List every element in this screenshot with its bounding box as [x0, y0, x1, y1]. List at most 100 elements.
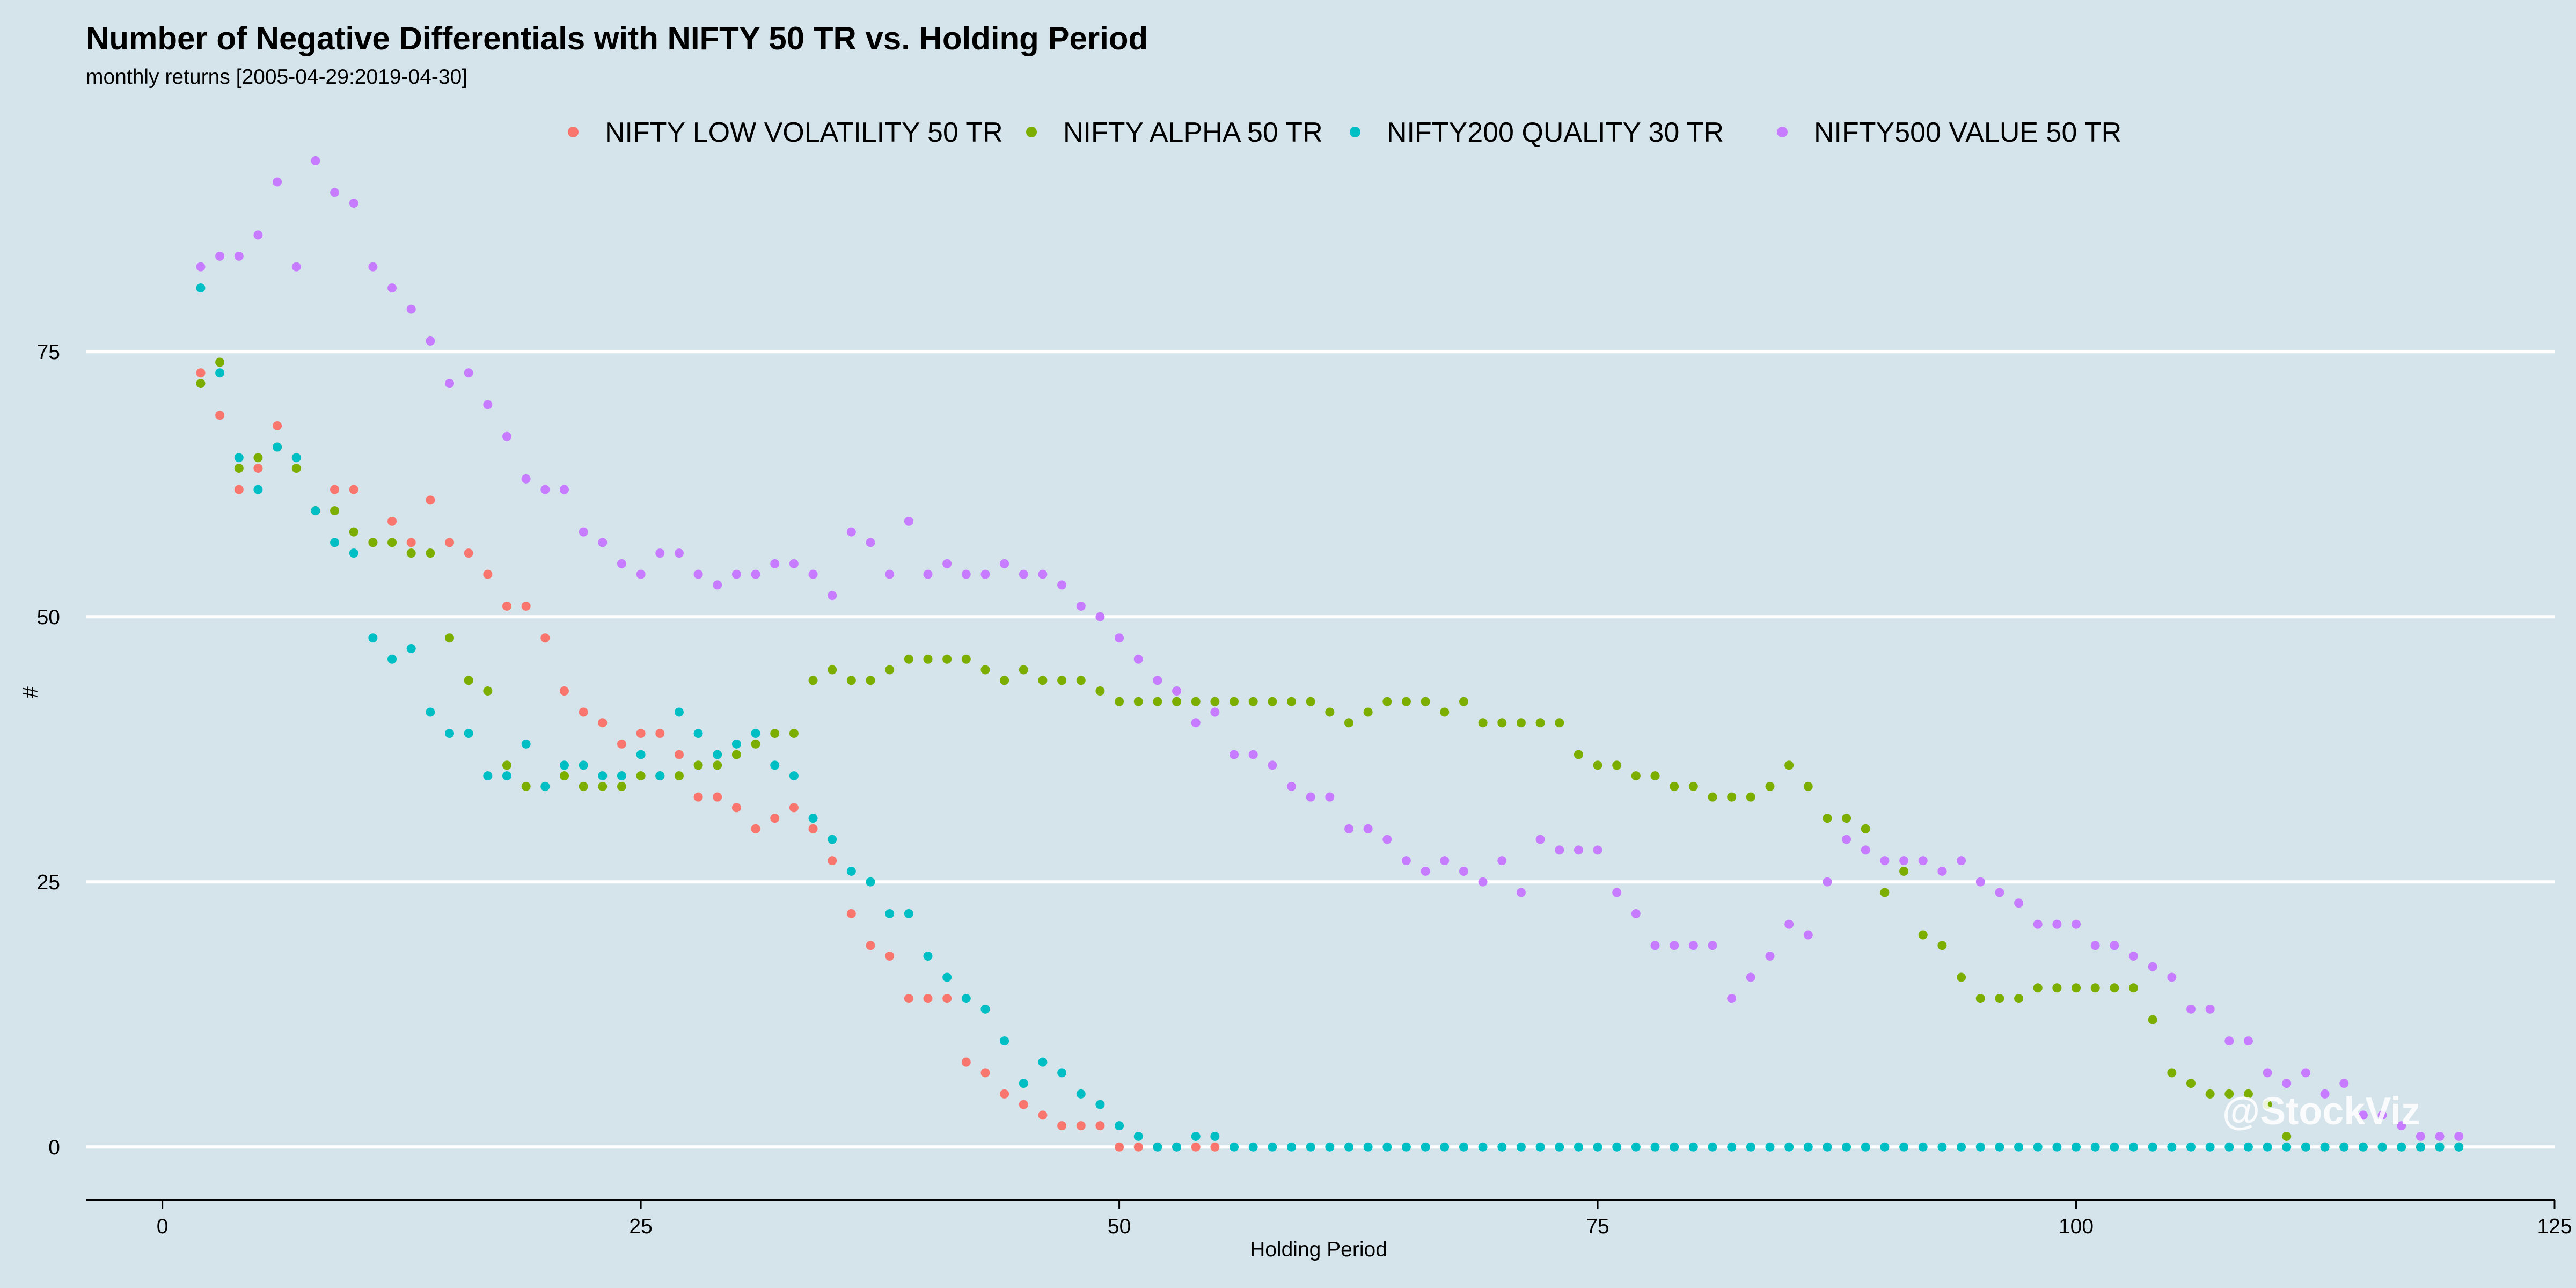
data-point [253, 464, 263, 473]
data-point [368, 633, 378, 643]
data-point [1842, 814, 1851, 823]
legend-marker-2 [1350, 127, 1360, 137]
data-points [196, 156, 2464, 1152]
data-point [808, 814, 818, 823]
data-point [1688, 1142, 1698, 1152]
data-point [2072, 919, 2081, 929]
data-point [1038, 569, 1048, 579]
data-point [1937, 1142, 1947, 1152]
data-point [1019, 569, 1028, 579]
data-point [2072, 983, 2081, 993]
y-axis-title: # [19, 686, 42, 698]
data-point [406, 538, 416, 547]
data-point [942, 994, 952, 1004]
data-point [617, 781, 626, 791]
data-point [713, 580, 722, 590]
data-point [1574, 750, 1583, 759]
data-point [1975, 994, 1985, 1004]
data-point [1918, 1142, 1928, 1152]
data-point [273, 177, 282, 187]
data-point [1019, 1079, 1028, 1088]
data-point [1172, 686, 1182, 696]
data-point [751, 569, 760, 579]
data-point [2186, 1004, 2196, 1014]
grid [86, 350, 2555, 1149]
data-point [1019, 1100, 1028, 1109]
data-point [1191, 718, 1201, 728]
data-point [770, 814, 780, 823]
legend: NIFTY LOW VOLATILITY 50 TR NIFTY ALPHA 50… [568, 117, 2121, 148]
data-point [2033, 1142, 2043, 1152]
data-point [387, 283, 397, 293]
data-point [2129, 952, 2139, 961]
data-point [2167, 972, 2177, 982]
data-point [1248, 1142, 1258, 1152]
data-point [828, 856, 837, 866]
data-point [904, 994, 913, 1004]
data-point [1765, 952, 1775, 961]
data-point [483, 686, 493, 696]
data-point [2148, 962, 2157, 971]
data-point [1038, 676, 1048, 685]
data-point [1574, 1142, 1583, 1152]
data-point [980, 1004, 990, 1014]
data-point [1861, 845, 1870, 855]
data-point [445, 729, 455, 738]
data-point [559, 771, 569, 781]
series-1 [196, 357, 2464, 1152]
data-point [751, 729, 760, 738]
data-point [1823, 1142, 1832, 1152]
data-point [311, 156, 320, 166]
x-tick-label-3: 75 [1586, 1215, 1609, 1238]
data-point [2282, 1131, 2292, 1141]
data-point [2263, 1068, 2272, 1078]
data-point [1478, 877, 1488, 887]
data-point [579, 781, 588, 791]
x-tick-label-4: 100 [2059, 1215, 2094, 1238]
data-point [2033, 983, 2043, 993]
data-point [1842, 835, 1851, 844]
data-point [961, 654, 971, 664]
data-point [904, 654, 913, 664]
chart-title: Number of Negative Differentials with NI… [86, 20, 1148, 56]
data-point [1000, 1036, 1009, 1046]
data-point [674, 771, 684, 781]
data-point [789, 729, 799, 738]
data-point [808, 569, 818, 579]
data-point [846, 909, 856, 918]
data-point [521, 781, 531, 791]
data-point [980, 665, 990, 675]
data-point [923, 654, 933, 664]
data-point [1401, 856, 1411, 866]
data-point [445, 378, 455, 388]
data-point [2224, 1142, 2234, 1152]
data-point [942, 972, 952, 982]
data-point [1210, 697, 1220, 706]
data-point [598, 781, 608, 791]
data-point [1497, 856, 1507, 866]
data-point [1937, 941, 1947, 950]
data-point [1631, 1142, 1641, 1152]
data-point [2243, 1036, 2253, 1046]
data-point [866, 676, 875, 685]
data-point [1230, 750, 1239, 759]
data-point [521, 739, 531, 749]
data-point [1095, 1100, 1105, 1109]
data-point [942, 559, 952, 568]
data-point [1803, 1142, 1813, 1152]
data-point [579, 707, 588, 717]
data-point [1306, 697, 1315, 706]
watermark: @StockViz [2222, 1090, 2420, 1133]
data-point [1631, 771, 1641, 781]
data-point [368, 538, 378, 547]
data-point [1784, 760, 1794, 770]
data-point [655, 729, 665, 738]
data-point [617, 559, 626, 568]
data-point [1574, 845, 1583, 855]
data-point [349, 485, 358, 494]
data-point [1287, 781, 1297, 791]
data-point [770, 760, 780, 770]
data-point [1631, 909, 1641, 918]
data-point [1957, 1142, 1966, 1152]
data-point [2090, 1142, 2100, 1152]
